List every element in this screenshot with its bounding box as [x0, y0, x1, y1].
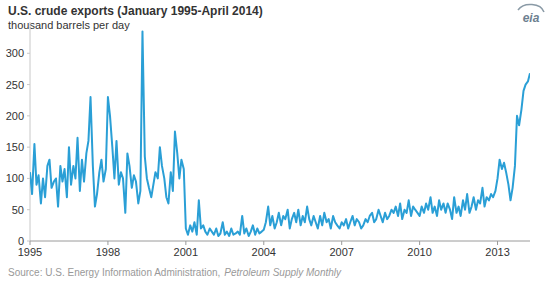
x-tick-label: 1998 — [96, 246, 120, 258]
x-tick — [497, 241, 498, 245]
x-tick-label: 2001 — [174, 246, 198, 258]
x-tick-label: 2007 — [329, 246, 353, 258]
y-tick — [27, 147, 30, 148]
logo: eia — [518, 5, 544, 25]
line — [30, 31, 530, 236]
y-tick — [27, 84, 30, 85]
x-tick — [341, 241, 342, 245]
y-tick-label: 250 — [6, 79, 24, 91]
x-tick-label: 2004 — [252, 246, 276, 258]
y-tick — [27, 115, 30, 116]
y-tick-label: 50 — [12, 204, 24, 216]
y-tick-label: 150 — [6, 141, 24, 153]
plot — [30, 31, 530, 236]
x-tick-label: 1995 — [18, 246, 42, 258]
x-tick — [263, 241, 264, 245]
subtitle: thousand barrels per day — [8, 19, 130, 31]
y-axis — [30, 22, 31, 241]
x-tick — [30, 241, 31, 245]
source-publication: Petroleum Supply Monthly — [224, 267, 342, 278]
x-tick — [185, 241, 186, 245]
y-tick — [27, 178, 30, 179]
y-tick — [27, 209, 30, 210]
y-tick-label: 300 — [6, 47, 24, 59]
x-tick-label: 2010 — [407, 246, 431, 258]
x-axis — [30, 241, 530, 242]
x-tick — [419, 241, 420, 245]
chart: U.S. crude exports (January 1995-April 2… — [0, 0, 550, 289]
y-tick — [27, 53, 30, 54]
source-text: Source: U.S. Energy Information Administ… — [8, 267, 220, 278]
x-tick — [107, 241, 108, 245]
logo-text: eia — [523, 11, 540, 25]
y-tick-label: 200 — [6, 110, 24, 122]
title: U.S. crude exports (January 1995-April 2… — [8, 4, 263, 18]
x-tick-label: 2013 — [485, 246, 509, 258]
source: Source: U.S. Energy Information Administ… — [8, 267, 342, 278]
y-tick-label: 100 — [6, 172, 24, 184]
